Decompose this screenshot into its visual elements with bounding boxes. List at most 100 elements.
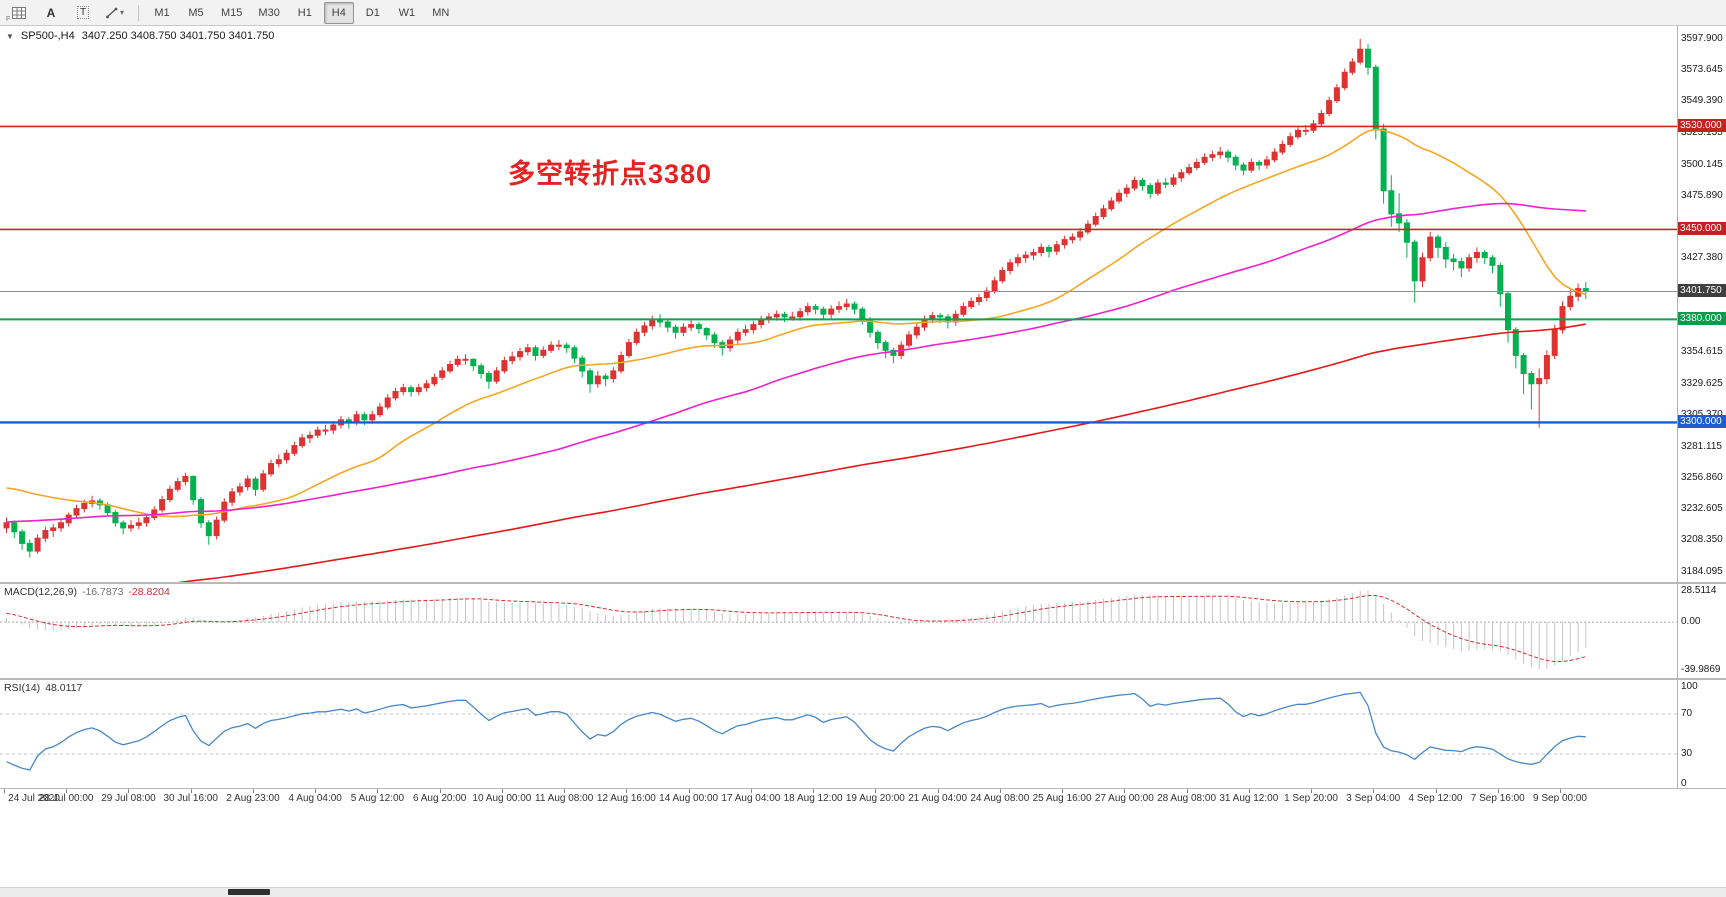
date-label: 7 Sep 16:00 [1470, 793, 1525, 804]
timeframe-button-m1[interactable]: M1 [154, 6, 170, 19]
candles-down[interactable] [11, 44, 1589, 558]
time-tick [1497, 789, 1499, 793]
chevron-down-icon: ▾ [120, 8, 125, 17]
price-axis[interactable]: 3597.9003573.6453549.3903525.1353500.145… [1678, 0, 1726, 897]
date-label: 30 Jul 16:00 [163, 793, 218, 804]
macd-axis-tick: -39.9869 [1681, 663, 1721, 675]
time-tick [1435, 789, 1437, 793]
horizontal-scrollbar[interactable] [0, 887, 1726, 897]
time-tick [1311, 789, 1313, 793]
time-tick [1560, 789, 1561, 793]
price-tick: 3208.350 [1681, 534, 1723, 546]
time-tick [1186, 789, 1188, 793]
shapes-dropdown-button[interactable]: ▾ [100, 2, 130, 24]
date-label: 28 Aug 08:00 [1157, 793, 1217, 804]
time-tick [750, 789, 752, 793]
symbol-ohlc-label: ▼ SP500-,H4 3407.250 3408.750 3401.750 3… [6, 30, 274, 42]
panel-separator[interactable] [0, 582, 1726, 584]
time-axis[interactable]: 24 Jul 2020 28 Jul 00:00 29 Jul 08:00 30 Ju… [0, 789, 1677, 806]
date-label: 1 Sep 20:00 [1284, 793, 1338, 804]
macd-signal-line [6, 595, 1586, 663]
price-badge-3380.000: 3380.000 [1678, 312, 1726, 326]
macd-axis-tick: 0.00 [1681, 616, 1701, 628]
ohlc-values: 3407.250 3408.750 3401.750 3401.750 [81, 30, 275, 42]
price-tick: 3573.645 [1681, 64, 1723, 76]
timeframe-button-h4[interactable]: H4 [323, 1, 354, 24]
date-label: 28 Jul 00:00 [38, 793, 94, 804]
date-label: 3 Sep 04:00 [1346, 793, 1401, 804]
date-label: 5 Aug 12:00 [350, 793, 405, 804]
price-tick: 3256.860 [1681, 471, 1723, 483]
time-tick [626, 789, 628, 793]
time-tick [439, 789, 441, 793]
chart-grid-button[interactable] [4, 2, 34, 24]
price-badge-3530.000: 3530.000 [1678, 119, 1726, 133]
price-tick: 3281.115 [1681, 440, 1722, 452]
time-tick [190, 789, 192, 793]
timeframe-button-m15[interactable]: M15 [221, 6, 243, 19]
timeframe-button-m30[interactable]: M30 [258, 6, 280, 19]
macd-panel: MACD(12,26,9) -16.7873 -28.8204 [0, 584, 1677, 678]
price-tick: 3329.625 [1681, 378, 1723, 390]
timeframe-button-d1[interactable]: D1 [365, 6, 380, 19]
time-tick [564, 789, 566, 793]
price-tick: 3232.605 [1681, 503, 1723, 515]
scrollbar-thumb[interactable] [228, 889, 270, 895]
rsi-value: 48.0117 [45, 682, 83, 694]
time-tick [1248, 789, 1250, 793]
date-label: 29 Jul 08:00 [101, 793, 156, 804]
panel-separator[interactable] [0, 678, 1726, 680]
date-label: 24 Aug 08:00 [970, 793, 1030, 804]
macd-plot[interactable] [0, 584, 1677, 678]
macd-label: MACD(12,26,9) -16.7873 -28.8204 [4, 586, 170, 598]
rsi-name: RSI(14) [4, 682, 41, 694]
chart-grid-icon [12, 6, 26, 19]
price-tick: 3475.890 [1681, 190, 1723, 202]
date-label: 18 Aug 12:00 [783, 793, 843, 804]
price-tick: 3305.370 [1681, 409, 1723, 420]
timeframe-button-h1[interactable]: H1 [297, 6, 312, 19]
rsi-plot[interactable] [0, 680, 1677, 788]
main-chart-panel: ▼ SP500-,H4 3407.250 3408.750 3401.750 3… [0, 26, 1677, 582]
ma-72-line [6, 202, 1586, 523]
trendline-shapes-icon [106, 7, 118, 18]
timeframe-button-m5[interactable]: M5 [188, 6, 204, 19]
price-badge-3401.750: 3401.750 [1678, 284, 1726, 298]
toolbar-separator [138, 4, 140, 21]
price-tick: 3597.900 [1681, 32, 1723, 44]
timeframe-button-w1[interactable]: W1 [398, 6, 416, 19]
price-badge-3300.000: 3300.000 [1678, 415, 1726, 429]
time-tick [813, 789, 815, 793]
time-tick [252, 789, 254, 793]
collapse-triangle-icon[interactable]: ▼ [6, 31, 14, 41]
date-label: 19 Aug 20:00 [845, 793, 905, 804]
time-tick [128, 789, 130, 793]
price-tick: 3500.145 [1681, 158, 1723, 170]
time-tick [937, 789, 939, 793]
timeframe-button-mn[interactable]: MN [432, 6, 450, 19]
date-label: 14 Aug 00:00 [659, 793, 719, 804]
text-tool-a-button[interactable]: A [36, 2, 66, 24]
time-tick [1062, 789, 1064, 793]
date-label: 25 Aug 16:00 [1032, 793, 1092, 804]
time-tick [999, 789, 1001, 793]
price-tick: 3427.380 [1681, 252, 1723, 264]
chart-annotation-text[interactable]: 多空转折点3380 [508, 159, 713, 189]
main-chart-plot[interactable] [0, 26, 1677, 582]
price-tick: 3549.390 [1681, 95, 1723, 107]
rsi-axis-tick: 70 [1681, 708, 1693, 719]
time-tick [1373, 789, 1375, 793]
candles-up[interactable] [3, 38, 1582, 554]
date-label: 27 Aug 00:00 [1094, 793, 1154, 804]
price-tick: 3184.095 [1681, 565, 1723, 577]
date-label: 24 Jul 2020 [8, 793, 60, 804]
rsi-panel: RSI(14) 48.0117 [0, 680, 1677, 788]
rsi-axis-tick: 100 [1681, 681, 1698, 692]
text-label-tool-glyph: T [76, 6, 90, 19]
text-label-tool-button[interactable]: T [68, 2, 98, 24]
time-tick [4, 789, 5, 793]
date-label: 6 Aug 20:00 [412, 793, 467, 804]
date-label: 2 Aug 23:00 [226, 793, 280, 804]
macd-axis-tick: 28.5114 [1681, 585, 1717, 596]
date-label: 11 Aug 08:00 [535, 793, 594, 804]
